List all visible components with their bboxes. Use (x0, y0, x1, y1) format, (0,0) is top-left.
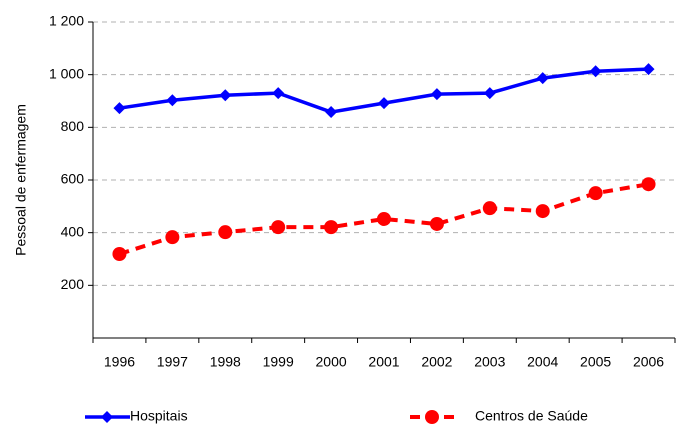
data-point (641, 177, 656, 192)
x-tick-label: 2002 (421, 354, 452, 370)
y-tick-label: 1 000 (49, 65, 84, 81)
data-point (113, 102, 126, 115)
data-point (112, 246, 127, 261)
y-tick-label: 800 (61, 118, 85, 134)
x-tick-label: 1996 (104, 354, 135, 370)
legend-label: Hospitais (130, 408, 188, 424)
data-point (536, 72, 549, 85)
data-point (483, 87, 496, 100)
x-tick-label: 2001 (368, 354, 399, 370)
x-tick-label: 1999 (263, 354, 294, 370)
data-point (218, 225, 233, 240)
legend-label: Centros de Saúde (475, 408, 588, 424)
x-tick-label: 2000 (316, 354, 347, 370)
x-tick-label: 2006 (633, 354, 664, 370)
data-point (378, 97, 390, 110)
x-tick-label: 1997 (157, 354, 188, 370)
data-point (166, 94, 179, 107)
data-point (482, 201, 497, 216)
data-point (324, 220, 339, 235)
data-point (535, 204, 550, 219)
data-point (272, 87, 285, 100)
data-point (219, 89, 232, 102)
y-axis-label: Pessoal de enfermagem (13, 104, 29, 256)
x-tick-label: 1998 (210, 354, 241, 370)
data-point (165, 230, 180, 245)
legend-marker (101, 411, 113, 423)
x-tick-label: 2004 (527, 354, 558, 370)
x-tick-label: 2003 (474, 354, 505, 370)
y-tick-label: 600 (61, 171, 85, 187)
y-tick-label: 1 200 (49, 13, 84, 29)
legend-marker (425, 410, 439, 424)
data-point (642, 63, 655, 76)
data-point (325, 106, 338, 119)
data-point (377, 211, 391, 226)
data-point (271, 220, 286, 235)
data-point (588, 186, 603, 201)
data-point (429, 216, 444, 231)
y-tick-label: 200 (61, 276, 85, 292)
series-line (118, 182, 649, 256)
x-tick-label: 2005 (580, 354, 611, 370)
y-tick-label: 400 (61, 223, 85, 239)
data-point (589, 65, 602, 78)
data-point (430, 88, 443, 101)
